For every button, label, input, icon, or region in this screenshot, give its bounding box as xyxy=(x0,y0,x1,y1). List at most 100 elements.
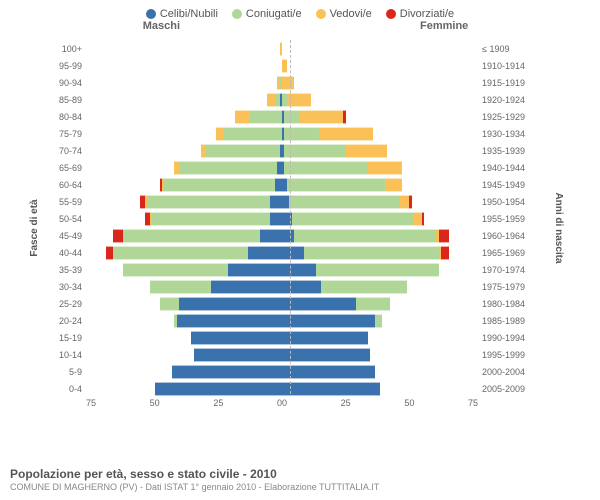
male-bar xyxy=(86,297,282,311)
age-label: 75-79 xyxy=(50,129,86,139)
bar-segment xyxy=(319,127,373,141)
female-bar xyxy=(282,76,478,90)
male-bar xyxy=(86,212,282,226)
female-bar xyxy=(282,195,478,209)
bar-segment xyxy=(346,144,388,158)
bar-segment xyxy=(172,365,282,379)
birth-label: 1980-1984 xyxy=(478,299,530,309)
bar-segment xyxy=(292,212,415,226)
birth-label: 1970-1974 xyxy=(478,265,530,275)
bar-segment xyxy=(211,280,282,294)
bar-segment xyxy=(177,314,282,328)
female-bar xyxy=(282,263,478,277)
male-bar xyxy=(86,263,282,277)
age-label: 90-94 xyxy=(50,78,86,88)
legend: Celibi/NubiliConiugati/eVedovi/eDivorzia… xyxy=(0,0,600,20)
age-label: 5-9 xyxy=(50,367,86,377)
male-bar xyxy=(86,280,282,294)
bar-segment xyxy=(321,280,407,294)
male-bar xyxy=(86,382,282,396)
x-tick: 50 xyxy=(404,398,414,412)
female-bar xyxy=(282,365,478,379)
legend-item: Celibi/Nubili xyxy=(146,8,218,20)
bar-segment xyxy=(385,178,402,192)
bar-segment xyxy=(282,76,294,90)
bar-segment xyxy=(150,280,211,294)
bar-segment xyxy=(284,161,367,175)
age-label: 30-34 xyxy=(50,282,86,292)
bar-segment xyxy=(316,263,439,277)
bar-segment xyxy=(400,195,410,209)
female-bar xyxy=(282,161,478,175)
bar-segment xyxy=(282,246,304,260)
birth-label: 1955-1959 xyxy=(478,214,530,224)
bar-segment xyxy=(206,144,280,158)
male-bar xyxy=(86,144,282,158)
bar-segment xyxy=(439,229,449,243)
bar-segment xyxy=(299,110,343,124)
birth-label: 1985-1989 xyxy=(478,316,530,326)
bar-segment xyxy=(270,212,282,226)
age-label: 20-24 xyxy=(50,316,86,326)
bar-segment xyxy=(294,229,436,243)
bar-segment xyxy=(235,110,250,124)
birth-label: 1950-1954 xyxy=(478,197,530,207)
female-bar xyxy=(282,42,478,56)
x-tick: 75 xyxy=(468,398,478,412)
bar-segment xyxy=(270,195,282,209)
age-label: 55-59 xyxy=(50,197,86,207)
birth-label: 1940-1944 xyxy=(478,163,530,173)
female-bar xyxy=(282,229,478,243)
age-label: 10-14 xyxy=(50,350,86,360)
female-bar xyxy=(282,212,478,226)
female-bar xyxy=(282,382,478,396)
bar-segment xyxy=(282,229,294,243)
female-bar xyxy=(282,144,478,158)
male-bar xyxy=(86,76,282,90)
birth-label: 1915-1919 xyxy=(478,78,530,88)
birth-label: 1990-1994 xyxy=(478,333,530,343)
bar-segment xyxy=(160,297,180,311)
birth-label: 1960-1964 xyxy=(478,231,530,241)
x-tick: 25 xyxy=(341,398,351,412)
bar-segment xyxy=(282,348,370,362)
center-axis xyxy=(290,40,291,394)
x-axis: 7550250 0255075 xyxy=(86,398,478,412)
bar-segment xyxy=(113,246,248,260)
male-bar xyxy=(86,93,282,107)
female-bar xyxy=(282,314,478,328)
bar-segment xyxy=(282,365,375,379)
female-bar xyxy=(282,59,478,73)
bar-segment xyxy=(113,229,123,243)
female-bar xyxy=(282,246,478,260)
legend-item: Vedovi/e xyxy=(316,8,372,20)
bar-segment xyxy=(267,93,274,107)
legend-item: Divorziati/e xyxy=(386,8,454,20)
bar-segment xyxy=(228,263,282,277)
age-label: 70-74 xyxy=(50,146,86,156)
birth-label: 1935-1939 xyxy=(478,146,530,156)
female-bar xyxy=(282,331,478,345)
age-label: 60-64 xyxy=(50,180,86,190)
x-tick: 50 xyxy=(150,398,160,412)
bar-segment xyxy=(216,127,223,141)
x-tick: 0 xyxy=(282,398,287,412)
bar-segment xyxy=(147,195,270,209)
age-label: 80-84 xyxy=(50,112,86,122)
age-label: 25-29 xyxy=(50,299,86,309)
age-label: 65-69 xyxy=(50,163,86,173)
gender-header: Maschi Femmine xyxy=(0,20,600,32)
bar-segment xyxy=(284,110,299,124)
male-bar xyxy=(86,365,282,379)
bar-segment xyxy=(287,178,385,192)
bar-segment xyxy=(179,161,277,175)
female-bar xyxy=(282,110,478,124)
male-bar xyxy=(86,229,282,243)
bar-segment xyxy=(282,331,368,345)
bar-segment xyxy=(152,212,270,226)
bar-segment xyxy=(106,246,113,260)
birth-label: 1995-1999 xyxy=(478,350,530,360)
birth-label: 1945-1949 xyxy=(478,180,530,190)
bar-segment xyxy=(164,178,274,192)
y-axis-label-right: Anni di nascita xyxy=(553,192,564,263)
